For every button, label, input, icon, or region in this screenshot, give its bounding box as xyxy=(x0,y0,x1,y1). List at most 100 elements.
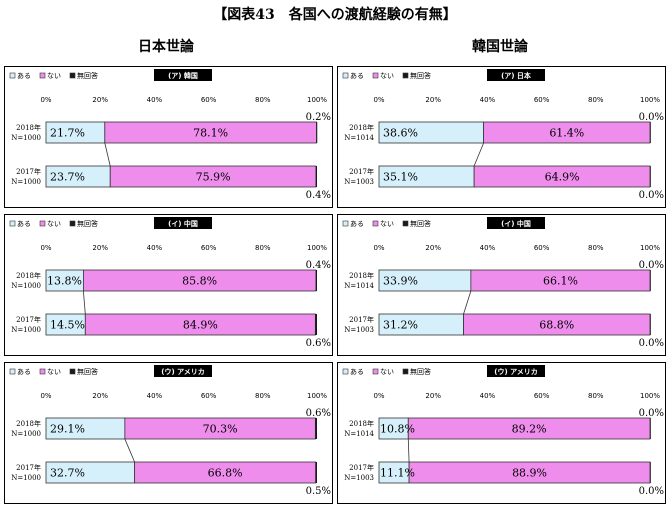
axis-tick-label: 40% xyxy=(147,96,163,104)
axis-tick-label: 20% xyxy=(425,392,441,400)
data-label-no: 66.8% xyxy=(208,467,243,480)
data-label-na: 0.6% xyxy=(306,408,331,419)
data-label-no: 68.8% xyxy=(539,319,574,332)
data-label-yes: 35.1% xyxy=(383,171,418,184)
column-title-japan: 日本世論 xyxy=(138,39,194,55)
axis-tick-label: 80% xyxy=(255,244,271,252)
bar-segment-na xyxy=(650,166,651,187)
axis-tick-label: 0% xyxy=(373,244,384,252)
data-label-yes: 21.7% xyxy=(50,127,85,140)
legend-swatch xyxy=(342,368,349,375)
connector-line xyxy=(463,290,472,315)
data-label-yes: 33.9% xyxy=(383,275,418,288)
data-label-yes: 23.7% xyxy=(50,171,85,184)
axis-tick-label: 40% xyxy=(147,244,163,252)
axis-tick-label: 60% xyxy=(534,392,550,400)
data-label-yes: 10.8% xyxy=(380,423,415,436)
axis-tick-label: 80% xyxy=(255,96,271,104)
axis-tick-label: 20% xyxy=(425,96,441,104)
connector-line xyxy=(104,142,111,167)
legend-label: ない xyxy=(47,220,61,228)
chart-panel: ある ない 無回答 (イ) 中国 0% 20% 40% 60% 80% 100% 2018年 N=10… xyxy=(4,214,333,356)
chart-panel: ある ない 無回答 (ア) 韓国 0% 20% 40% 60% 80% 100% 2018年 N=10… xyxy=(4,66,333,208)
category-label: 2018年 xyxy=(349,123,374,132)
data-label-yes: 32.7% xyxy=(50,467,85,480)
bar-segment-na xyxy=(650,462,651,483)
category-label: N=1003 xyxy=(344,326,374,334)
axis-tick-label: 0% xyxy=(40,392,51,400)
legend-swatch xyxy=(372,72,379,79)
bar-segment-na xyxy=(315,462,317,483)
legend-swatch xyxy=(342,72,349,79)
data-label-no: 88.9% xyxy=(512,467,547,480)
data-label-na: 0.2% xyxy=(306,112,331,123)
chart-panel: ある ない 無回答 (ウ) アメリカ 0% 20% 40% 60% 80% 100% 2018年 N=… xyxy=(337,362,666,504)
legend-swatch xyxy=(402,368,409,375)
data-label-no: 89.2% xyxy=(512,423,547,436)
category-label: 2017年 xyxy=(16,315,41,324)
category-label: 2018年 xyxy=(349,271,374,280)
category-label: 2018年 xyxy=(16,123,41,132)
legend-label: ある xyxy=(17,220,31,228)
legend-label: ある xyxy=(17,72,31,80)
axis-tick-label: 40% xyxy=(480,96,496,104)
legend-label: 無回答 xyxy=(77,71,98,80)
legend-swatch xyxy=(372,220,379,227)
legend-swatch xyxy=(39,72,46,79)
legend-label: ない xyxy=(380,368,394,376)
data-label-na: 0.0% xyxy=(639,190,664,201)
legend-swatch xyxy=(9,368,16,375)
data-label-yes: 14.5% xyxy=(50,319,85,332)
data-label-no: 61.4% xyxy=(549,127,584,140)
category-label: N=1000 xyxy=(11,178,41,186)
data-label-no: 75.9% xyxy=(196,171,231,184)
category-label: 2017年 xyxy=(16,463,41,472)
data-label-no: 64.9% xyxy=(545,171,580,184)
chart-title-badge xyxy=(154,365,212,377)
legend-swatch xyxy=(9,220,16,227)
axis-tick-label: 20% xyxy=(92,244,108,252)
category-label: N=1014 xyxy=(344,134,374,142)
axis-tick-label: 80% xyxy=(255,392,271,400)
legend-label: ない xyxy=(380,72,394,80)
axis-tick-label: 100% xyxy=(307,244,327,252)
bar-segment-na xyxy=(315,418,317,439)
column-title-korea: 韓国世論 xyxy=(472,39,528,55)
chart-title: (イ) 中国 xyxy=(501,219,531,228)
chart-panel: ある ない 無回答 (ウ) アメリカ 0% 20% 40% 60% 80% 100% 2018年 N=… xyxy=(4,362,333,504)
chart-title-badge xyxy=(487,365,545,377)
legend-label: ある xyxy=(350,368,364,376)
legend-swatch xyxy=(69,220,76,227)
category-label: N=1000 xyxy=(11,134,41,142)
data-label-na: 0.6% xyxy=(306,338,331,349)
data-label-yes: 13.8% xyxy=(47,275,82,288)
data-label-yes: 31.2% xyxy=(383,319,418,332)
chart-title: (イ) 中国 xyxy=(168,219,198,228)
data-label-no: 70.3% xyxy=(203,423,238,436)
axis-tick-label: 80% xyxy=(588,392,604,400)
legend-swatch xyxy=(402,72,409,79)
axis-tick-label: 60% xyxy=(534,96,550,104)
legend-label: ない xyxy=(47,368,61,376)
bar-segment-na xyxy=(315,270,317,291)
data-label-na: 0.0% xyxy=(639,338,664,349)
category-label: 2017年 xyxy=(16,167,41,176)
category-label: N=1000 xyxy=(11,282,41,290)
axis-tick-label: 80% xyxy=(588,96,604,104)
category-label: 2018年 xyxy=(349,419,374,428)
chart-title: (ウ) アメリカ xyxy=(494,367,538,376)
category-label: N=1000 xyxy=(11,326,41,334)
axis-tick-label: 20% xyxy=(92,96,108,104)
data-label-na: 0.4% xyxy=(306,190,331,201)
axis-tick-label: 60% xyxy=(201,96,217,104)
axis-tick-label: 40% xyxy=(147,392,163,400)
axis-tick-label: 0% xyxy=(373,96,384,104)
legend-label: 無回答 xyxy=(410,71,431,80)
bar-segment-na xyxy=(315,314,317,335)
bar-segment-na xyxy=(650,314,651,335)
category-label: N=1014 xyxy=(344,282,374,290)
legend-swatch xyxy=(39,220,46,227)
legend-swatch xyxy=(372,368,379,375)
chart-title-badge xyxy=(487,217,545,229)
figure-title: 【図表43 各国への渡航経験の有無】 xyxy=(213,7,457,23)
